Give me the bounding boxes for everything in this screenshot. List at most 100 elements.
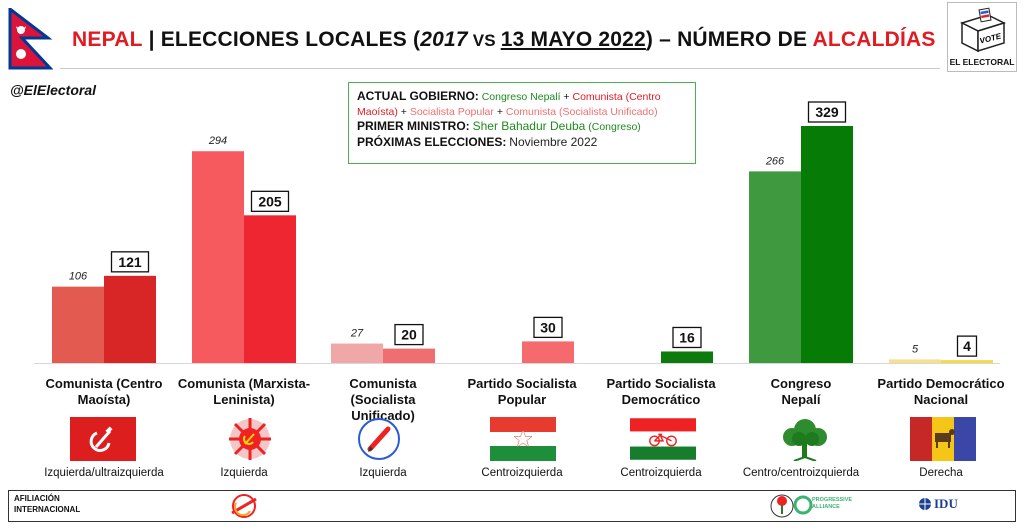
category-label: Comunista (Socialista Unificado) — [316, 376, 450, 424]
lsp-bicycle-flag-icon — [630, 418, 696, 460]
socialist-rose-icon — [770, 494, 794, 518]
category-label-line2: Nepalí — [781, 392, 821, 407]
page-title: NEPAL | ELECCIONES LOCALES (2017 VS 13 MAY… — [72, 28, 936, 52]
pm-label: PRIMER MINISTRO: — [357, 119, 470, 133]
pm-name: Sher Bahadur Deuba — [472, 119, 586, 133]
ideology-label: Izquierda — [359, 467, 407, 479]
cpn-maoist-flag-icon — [70, 417, 136, 461]
twitter-handle: @ElElectoral — [10, 82, 97, 98]
gov-party-2-cont: Maoísta) — [357, 105, 398, 118]
plus-sign: + — [563, 91, 570, 103]
pa-line1: PROGRESSIVE — [812, 497, 853, 503]
category-label-line1: Partido Socialista — [606, 376, 716, 391]
category-label-line1: Comunista (Marxista- — [177, 376, 311, 391]
category-label: Comunista (Centro Maoísta) — [37, 376, 171, 408]
plus-sign: + — [496, 105, 503, 118]
value-label-2022: 329 — [815, 104, 839, 120]
bar-2022 — [941, 360, 993, 363]
title-year: 2017 — [420, 28, 468, 51]
value-label-2017: 294 — [208, 135, 227, 147]
ideology-label: Centroizquierda — [481, 467, 563, 479]
next-election-value: Noviembre 2022 — [509, 134, 598, 149]
bar-2022 — [244, 215, 296, 363]
value-label-2022: 16 — [679, 329, 695, 345]
bar-2017 — [331, 343, 383, 363]
logo-text: EL ELECTORAL — [949, 57, 1015, 67]
bar-2022 — [522, 341, 574, 363]
value-label-2017: 266 — [765, 155, 785, 167]
value-label-2022: 20 — [401, 327, 417, 343]
value-label-2022: 4 — [963, 338, 971, 354]
bar-2017 — [749, 171, 801, 363]
pm-party: (Congreso) — [588, 121, 641, 133]
category-label-line1: Comunista (Socialista — [349, 376, 417, 407]
colon: : — [502, 134, 507, 149]
psp-flag-icon — [490, 417, 556, 461]
gov-party-4: Comunista (Socialista Unificado) — [505, 105, 658, 118]
international-affiliation-bar — [8, 490, 1016, 522]
title-country: NEPAL — [72, 28, 143, 51]
category-label: Partido Socialista Democrático — [594, 376, 728, 408]
value-box-2022 — [110, 251, 150, 273]
category-label-line2: Democrático — [621, 392, 701, 407]
gov-party-3: Socialista Popular — [409, 105, 494, 118]
category-label-line1: Congreso — [770, 376, 832, 391]
affiliation-label: AFILIACIÓN INTERNACIONAL — [14, 493, 80, 515]
category-label: Congreso Nepalí — [734, 376, 868, 408]
bar-2022 — [104, 275, 156, 363]
value-label-2017: 27 — [350, 328, 364, 340]
value-box-2022 — [672, 326, 702, 349]
title-date: 13 MAYO 2022 — [500, 28, 646, 51]
maoist-international-icon — [231, 494, 257, 518]
category-label-line1: Comunista (Centro — [45, 376, 163, 391]
bar-2022 — [383, 348, 435, 363]
category-label-line2: Unificado) — [351, 408, 415, 423]
gov-party-2: Comunista (Centro — [572, 91, 661, 103]
progressive-alliance-text: PROGRESSIVE ALLIANCE — [812, 497, 852, 511]
plus-sign: + — [400, 105, 407, 118]
value-box-2022 — [956, 335, 978, 357]
el-electoral-logo: VOTE EL ELECTORAL — [947, 2, 1017, 72]
ideology-label: Izquierda/ultraizquierda — [44, 467, 164, 479]
category-label-line1: Partido Democrático — [877, 376, 1005, 391]
next-election-label: PRÓXIMAS ELECCIONES — [357, 134, 503, 149]
ideology-label: Izquierda — [220, 467, 268, 479]
idu-globe-icon — [919, 498, 931, 510]
category-label-line2: Nacional — [913, 392, 969, 407]
nepali-congress-tree-icon — [783, 419, 827, 461]
category-label: Partido Socialista Popular — [455, 376, 589, 408]
affiliation-label-line1: AFILIACIÓN — [14, 494, 60, 503]
value-label-2022: 205 — [258, 193, 282, 209]
title-separator: | — [148, 28, 155, 51]
value-box-2022 — [807, 101, 847, 123]
category-label: Partido Democrático Nacional — [874, 376, 1008, 408]
bar-2017 — [192, 151, 244, 363]
value-label-2022: 30 — [540, 319, 556, 335]
value-label-2017: 106 — [69, 271, 88, 283]
value-box-2022 — [394, 323, 424, 346]
gov-party-1: Congreso Nepalí — [481, 91, 561, 103]
category-label-line2: Maoísta) — [77, 392, 131, 407]
category-label-line1: Partido Socialista — [467, 376, 577, 391]
value-box-2022 — [533, 316, 563, 339]
gov-label: ACTUAL GOBIERNO: — [357, 89, 479, 103]
idu-text: IDU — [934, 496, 958, 511]
value-label-2022: 121 — [118, 254, 142, 270]
bar-2022 — [661, 351, 713, 363]
ideology-label: Derecha — [919, 467, 963, 479]
mayors-bar-chart: 106 121 294 205 27 20 30 16 266 329 5 4 — [34, 101, 1000, 364]
ideology-label: Centroizquierda — [620, 467, 702, 479]
category-label: Comunista (Marxista- Leninista) — [177, 376, 311, 408]
category-label-line2: Leninista) — [213, 392, 275, 407]
title-prefix: ELECCIONES LOCALES ( — [160, 28, 421, 51]
government-info-box: ACTUAL GOBIERNO: Congreso Nepalí + Comun… — [348, 82, 696, 164]
title-post: ) – NÚMERO DE — [645, 28, 813, 51]
rpp-flag-icon — [910, 417, 976, 461]
bar-2017 — [52, 286, 104, 363]
progressive-alliance-icon — [793, 495, 813, 515]
ideology-label: Centro/centroizquierda — [742, 467, 860, 479]
cpn-unified-socialist-pen-icon — [358, 418, 400, 460]
title-end: ALCALDÍAS — [812, 28, 936, 51]
category-label-line2: Popular — [497, 392, 547, 407]
nepal-flag-icon — [8, 8, 53, 70]
